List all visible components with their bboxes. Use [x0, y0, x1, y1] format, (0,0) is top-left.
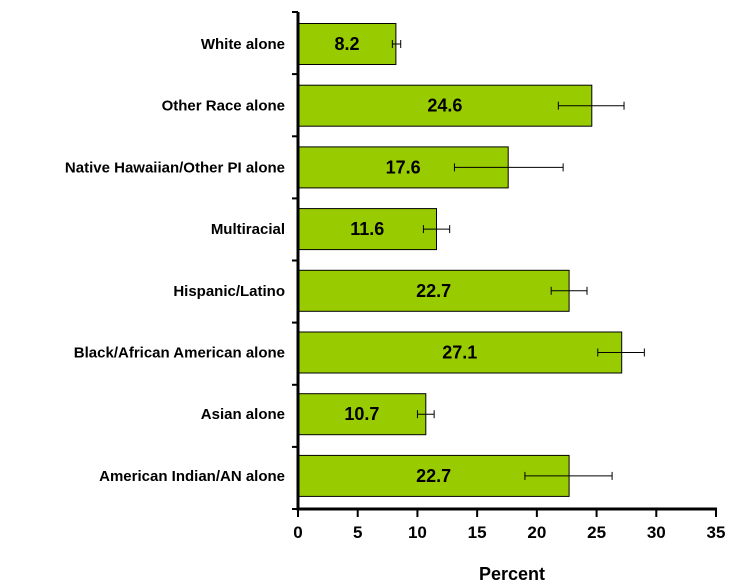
- value-label: 27.1: [442, 343, 477, 363]
- y-axis: [292, 11, 300, 510]
- bar: [297, 23, 397, 65]
- category-labels-group: White alone Other Race alone Native Hawaii…: [65, 36, 285, 485]
- value-label: 8.2: [334, 34, 359, 54]
- x-axis-title: Percent: [479, 564, 545, 584]
- x-tick-label: 10: [408, 523, 427, 542]
- value-label: 22.7: [416, 281, 451, 301]
- x-axis: 0 5 10 15 20 25 30 35: [293, 507, 726, 542]
- value-labels-group: 8.2 24.6 17.6 11.6 22.7 27.1 10.7 22.7: [334, 34, 477, 486]
- category-label: Multiracial: [211, 221, 285, 238]
- bar: [297, 208, 437, 251]
- value-label: 17.6: [386, 157, 421, 177]
- x-tick-label: 25: [587, 523, 606, 542]
- value-label: 24.6: [427, 96, 462, 116]
- value-label: 10.7: [344, 404, 379, 424]
- x-tick-label: 35: [707, 523, 726, 542]
- value-label: 22.7: [416, 466, 451, 486]
- bar: [297, 393, 427, 436]
- category-label: Asian alone: [201, 406, 285, 423]
- category-label: Native Hawaiian/Other PI alone: [65, 159, 285, 176]
- bar: [297, 269, 570, 312]
- category-label: Black/African American alone: [74, 345, 285, 362]
- x-tick-label: 15: [468, 523, 487, 542]
- error-bars-group: [391, 40, 645, 480]
- x-tick-label: 20: [527, 523, 546, 542]
- category-label: Hispanic/Latino: [173, 283, 285, 300]
- category-label: American Indian/AN alone: [99, 468, 285, 485]
- x-tick-label: 0: [293, 523, 302, 542]
- value-label: 11.6: [350, 219, 384, 239]
- x-tick-label: 5: [353, 523, 362, 542]
- bar: [297, 331, 623, 374]
- bar: [297, 84, 593, 127]
- category-label: White alone: [201, 36, 285, 53]
- category-label: Other Race alone: [162, 98, 285, 115]
- bars-group: [297, 23, 623, 497]
- x-tick-label: 30: [647, 523, 666, 542]
